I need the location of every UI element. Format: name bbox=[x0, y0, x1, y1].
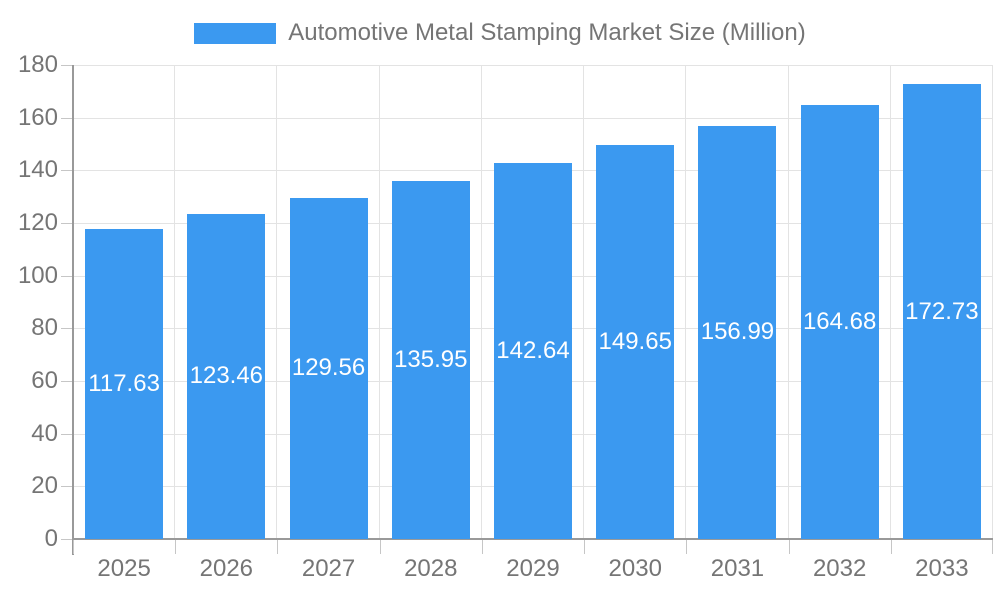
y-axis-label: 60 bbox=[31, 367, 58, 394]
y-axis-line bbox=[72, 65, 74, 555]
y-axis-label: 80 bbox=[31, 314, 58, 342]
x-axis-tick bbox=[992, 540, 993, 554]
bar[interactable] bbox=[85, 229, 164, 539]
y-axis-label: 40 bbox=[31, 419, 58, 447]
gridline-horizontal bbox=[73, 65, 993, 66]
bar[interactable] bbox=[187, 213, 266, 539]
x-axis-tick bbox=[379, 540, 381, 554]
gridline-vertical bbox=[276, 65, 278, 539]
y-axis-tick bbox=[61, 486, 72, 488]
y-axis-tick bbox=[61, 65, 72, 66]
y-axis-tick bbox=[61, 539, 72, 540]
bar[interactable] bbox=[800, 105, 879, 539]
bar[interactable] bbox=[596, 144, 675, 539]
y-axis-tick bbox=[61, 381, 72, 382]
x-axis-label: 2031 bbox=[710, 555, 765, 582]
y-axis-label: 160 bbox=[17, 103, 58, 131]
y-axis-label: 120 bbox=[17, 209, 58, 236]
x-axis-label: 2026 bbox=[199, 555, 254, 582]
y-axis-tick bbox=[61, 117, 72, 119]
bar[interactable] bbox=[391, 181, 470, 539]
x-axis-tick bbox=[788, 540, 790, 554]
x-axis-label: 2027 bbox=[301, 555, 356, 582]
y-axis-tick bbox=[61, 223, 72, 224]
x-axis-tick bbox=[890, 540, 892, 554]
x-axis-tick bbox=[481, 540, 483, 554]
legend-swatch bbox=[194, 22, 277, 44]
x-axis-label: 2028 bbox=[404, 555, 458, 582]
x-axis-label: 2033 bbox=[915, 555, 969, 582]
gridline-vertical bbox=[583, 65, 585, 539]
bar[interactable] bbox=[698, 125, 777, 539]
y-axis-tick bbox=[61, 275, 72, 277]
gridline-vertical bbox=[480, 65, 482, 539]
y-axis-tick bbox=[61, 433, 72, 435]
gridline-vertical bbox=[174, 65, 176, 539]
gridline-vertical bbox=[992, 65, 993, 539]
gridline-vertical bbox=[685, 65, 687, 539]
y-axis-label: 180 bbox=[17, 51, 58, 78]
gridline-vertical bbox=[787, 65, 789, 539]
x-axis-tick bbox=[584, 540, 586, 554]
x-axis-tick bbox=[277, 540, 279, 554]
y-axis-label: 20 bbox=[31, 472, 58, 500]
plot-area: 117.63 123.46 129.56 135.95 142.64 149.65 156.… bbox=[61, 65, 993, 555]
x-axis-tick bbox=[175, 540, 177, 554]
x-axis-tick bbox=[73, 540, 74, 554]
legend-label: Automotive Metal Stamping Market Size (M… bbox=[288, 19, 806, 46]
y-axis-label: 0 bbox=[44, 525, 58, 552]
x-axis-label: 2025 bbox=[97, 555, 151, 582]
x-axis-tick bbox=[686, 540, 688, 554]
bar[interactable] bbox=[289, 197, 368, 539]
y-axis-label: 140 bbox=[17, 156, 58, 184]
gridline-vertical bbox=[378, 65, 380, 539]
x-axis-line bbox=[72, 538, 993, 540]
y-axis-tick bbox=[61, 328, 72, 330]
gridline-vertical bbox=[889, 65, 891, 539]
y-axis-tick bbox=[61, 170, 72, 172]
legend[interactable]: Automotive Metal Stamping Market Size (M… bbox=[0, 18, 1000, 48]
bar[interactable] bbox=[494, 163, 572, 539]
bar[interactable] bbox=[902, 84, 981, 539]
x-axis-label: 2032 bbox=[812, 555, 867, 582]
y-axis-label: 100 bbox=[17, 261, 58, 289]
x-axis-label: 2030 bbox=[608, 555, 662, 582]
x-axis-label: 2029 bbox=[506, 555, 560, 582]
